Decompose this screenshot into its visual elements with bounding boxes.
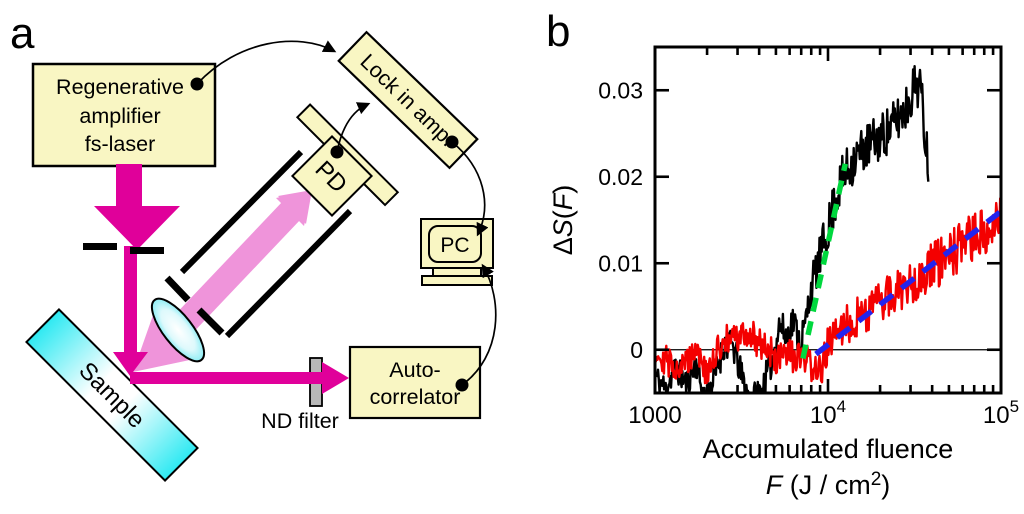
autocorrelator-box: Auto- correlator bbox=[348, 345, 482, 420]
laser-box: Regenerative amplifier fs-laser bbox=[31, 62, 217, 168]
setup-diagram: Regenerative amplifier fs-laser Sample bbox=[10, 9, 497, 482]
y-tick-label: 0 bbox=[630, 337, 643, 363]
wire-autocorrelator-to-pc bbox=[461, 263, 497, 386]
y-tick-label: 0.03 bbox=[598, 77, 643, 103]
axis-ticks bbox=[653, 47, 1003, 393]
fit-lines bbox=[800, 163, 1001, 359]
x-tick-label: 1000 bbox=[628, 402, 681, 429]
red-trace bbox=[655, 197, 1001, 385]
autocorrelator-label-line1: Auto- bbox=[389, 358, 440, 382]
pc-computer: PC bbox=[420, 218, 494, 286]
nd-filter-label: ND filter bbox=[261, 409, 339, 433]
wire-connector-dots bbox=[190, 77, 469, 392]
wire-laser-to-lockin bbox=[196, 40, 337, 85]
y-tick-label: 0.02 bbox=[598, 164, 643, 190]
y-tick-label: 0.01 bbox=[598, 250, 643, 276]
data-traces bbox=[655, 64, 1001, 393]
x-axis-title-line1: Accumulated fluence bbox=[703, 434, 954, 464]
photodiode: PD bbox=[290, 103, 400, 218]
green-dashed-fit bbox=[800, 163, 848, 359]
autocorrelator-label-line2: correlator bbox=[370, 385, 461, 409]
pc-label: PC bbox=[440, 234, 469, 257]
laser-label-line2: amplifier bbox=[79, 104, 160, 128]
black-trace bbox=[655, 64, 930, 393]
signal-wires bbox=[196, 40, 497, 386]
blue-dashed-fit bbox=[814, 207, 1001, 357]
panel-b-label: b bbox=[546, 7, 570, 56]
wire-lockin-to-pc bbox=[451, 141, 489, 237]
x-axis-title-line2: F (J / cm2) bbox=[766, 469, 891, 500]
x-tick-label: 104 bbox=[810, 397, 846, 429]
y-axis-title: ΔS(F) bbox=[548, 185, 578, 256]
panel-a-label: a bbox=[10, 9, 35, 58]
laser-label-line3: fs-laser bbox=[85, 132, 155, 156]
fluence-chart: b 0 0.01 0.02 0.03 1000 104 105 Accumulated flu… bbox=[546, 7, 1019, 500]
tick-labels: 0 0.01 0.02 0.03 1000 104 105 bbox=[598, 77, 1019, 429]
laser-aperture bbox=[83, 243, 164, 254]
laser-label-line1: Regenerative bbox=[56, 75, 184, 99]
x-tick-label: 105 bbox=[983, 397, 1019, 429]
lockin-label: Lock in amp. bbox=[355, 49, 459, 151]
lens bbox=[150, 297, 206, 363]
lockin-box: Lock in amp. bbox=[337, 30, 479, 170]
laser-beam-down bbox=[94, 164, 180, 376]
reflected-beam bbox=[130, 362, 349, 394]
detection-tube bbox=[164, 149, 353, 339]
